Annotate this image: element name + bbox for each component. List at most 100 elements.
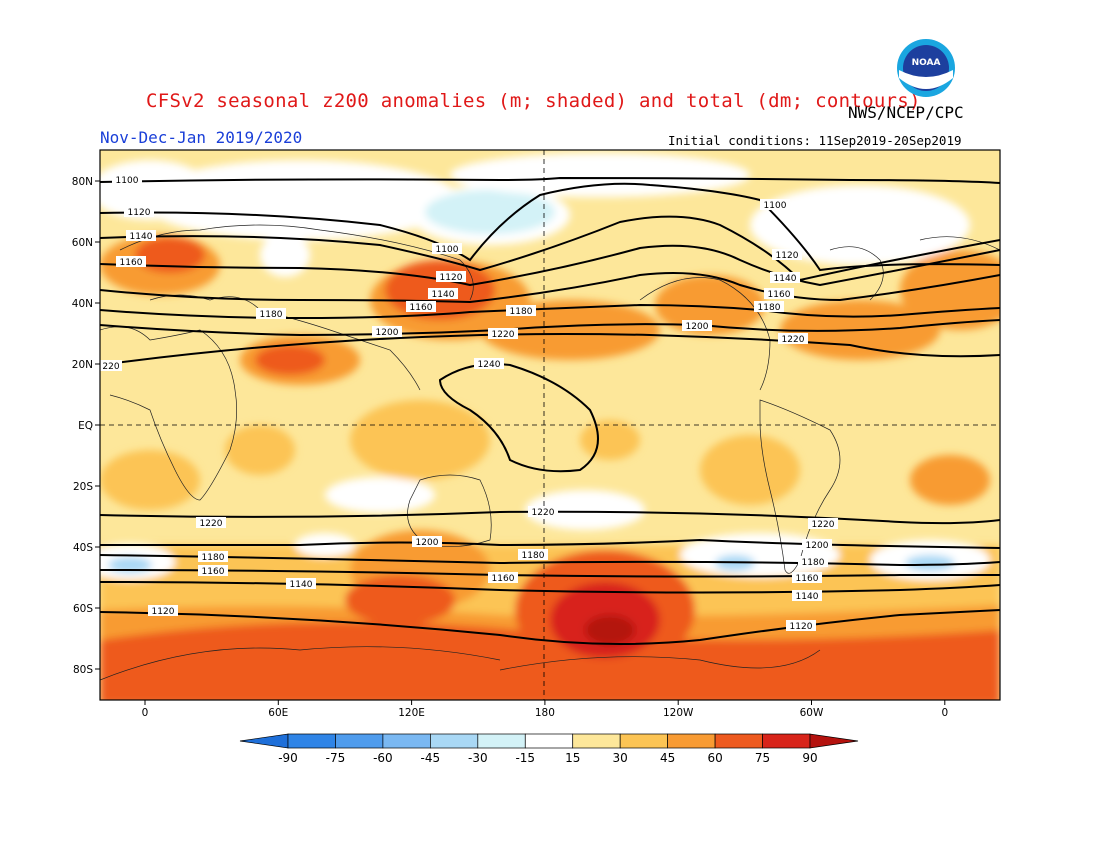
contour-label: 1120: [436, 271, 466, 283]
colorbar-segment: [619, 733, 668, 749]
lon-tick-label: 180: [535, 707, 555, 719]
colorbar-label: -75: [326, 751, 346, 765]
svg-text:1140: 1140: [432, 290, 455, 300]
svg-text:1160: 1160: [202, 567, 225, 577]
contour-label: 1220: [778, 333, 808, 345]
svg-text:1160: 1160: [410, 303, 433, 313]
contour-label: 1120: [786, 620, 816, 632]
lat-tick-label: 40S: [73, 542, 93, 554]
svg-text:1120: 1120: [152, 607, 175, 617]
contour-label: 1160: [764, 288, 794, 300]
colorbar-arrow-high: [809, 733, 859, 749]
colorbar-label: 30: [613, 751, 628, 765]
colorbar-segment: [382, 733, 431, 749]
svg-text:1140: 1140: [796, 592, 819, 602]
initial-conditions-label: Initial conditions: 11Sep2019-20Sep2019: [668, 133, 962, 148]
noaa-logo: NOAA: [897, 39, 955, 97]
colorbar-label: 60: [707, 751, 722, 765]
lon-tick-label: 60W: [800, 707, 824, 719]
svg-text:1160: 1160: [492, 574, 515, 584]
svg-text:1180: 1180: [758, 303, 781, 313]
svg-text:1200: 1200: [416, 538, 439, 548]
contour-label: 1200: [412, 536, 442, 548]
contour-label: 1140: [126, 230, 156, 242]
colorbar-label: 75: [755, 751, 770, 765]
lon-tick-label: 0: [941, 707, 948, 719]
agency-label: NWS/NCEP/CPC: [848, 103, 964, 122]
contour-labels: 1100 1100 1100 1120 1120 1120 1140 1140 …: [100, 174, 838, 632]
svg-text:1140: 1140: [130, 232, 153, 242]
svg-text:1180: 1180: [522, 551, 545, 561]
svg-text:1180: 1180: [510, 307, 533, 317]
colorbar-label: -90: [278, 751, 298, 765]
svg-text:1180: 1180: [260, 310, 283, 320]
svg-text:1100: 1100: [764, 201, 787, 211]
svg-text:1220: 1220: [532, 508, 555, 518]
contour-label: 1200: [372, 326, 402, 338]
contour-label: 1120: [124, 206, 154, 218]
contour-label: 1220: [196, 517, 226, 529]
contour-label: 1140: [770, 272, 800, 284]
contour-label: 1160: [406, 301, 436, 313]
contour-label: 1160: [792, 572, 822, 584]
contour-label: 1200: [802, 539, 832, 551]
lon-tick-label: 120E: [398, 707, 425, 719]
contour-label: 1140: [792, 590, 822, 602]
contour-label: 1180: [506, 305, 536, 317]
colorbar-segment: [524, 733, 574, 749]
colorbar-segment: [667, 733, 716, 749]
lat-tick-label: 80S: [73, 664, 93, 676]
svg-text:1220: 1220: [200, 519, 223, 529]
svg-text:1160: 1160: [796, 574, 819, 584]
contour-label: 1180: [518, 549, 548, 561]
svg-text:1160: 1160: [768, 290, 791, 300]
contour-label: 1140: [286, 578, 316, 590]
contour-label: 1180: [754, 301, 784, 313]
svg-text:1120: 1120: [128, 208, 151, 218]
lat-tick-label: 20N: [72, 359, 93, 371]
height-contours: [100, 176, 1000, 645]
contour-label: 1160: [488, 572, 518, 584]
contour-label: 1240: [474, 358, 504, 370]
svg-text:1200: 1200: [806, 541, 829, 551]
lat-tick-label: 80N: [72, 176, 93, 188]
svg-text:1160: 1160: [120, 258, 143, 268]
contour-label: 1100: [760, 199, 790, 211]
svg-text:1100: 1100: [116, 176, 139, 186]
colorbar-label: -45: [421, 751, 441, 765]
lat-tick-label: 20S: [73, 481, 93, 493]
colorbar-label: -30: [468, 751, 488, 765]
lat-tick-label: 60N: [72, 237, 93, 249]
contour-label: 1100: [432, 243, 462, 255]
colorbar-segment: [287, 733, 336, 749]
svg-text:1200: 1200: [686, 322, 709, 332]
contour-label: 1120: [148, 605, 178, 617]
svg-text:1200: 1200: [376, 328, 399, 338]
map-title: CFSv2 seasonal z200 anomalies (m; shaded…: [146, 90, 921, 112]
svg-text:1100: 1100: [436, 245, 459, 255]
lat-tick-label: 40N: [72, 298, 93, 310]
contour-label: 1180: [198, 551, 228, 563]
longitude-axis: 0 60E 120E 180 120W 60W 0: [142, 700, 948, 719]
colorbar-label: 90: [802, 751, 817, 765]
svg-text:1240: 1240: [478, 360, 501, 370]
svg-text:1180: 1180: [202, 553, 225, 563]
anomaly-shading: [100, 150, 1000, 700]
svg-text:1180: 1180: [802, 558, 825, 568]
colorbar-segment: [762, 733, 811, 749]
latitude-axis: 80N 60N 40N 20N EQ 20S 40S 60S 80S: [72, 176, 100, 676]
noaa-logo-text: NOAA: [912, 58, 941, 68]
colorbar-label: 45: [660, 751, 675, 765]
lon-tick-label: 0: [142, 707, 149, 719]
svg-text:1220: 1220: [812, 520, 835, 530]
contour-label: 1100: [112, 174, 142, 186]
colorbar-label: -15: [515, 751, 535, 765]
lon-tick-label: 120W: [663, 707, 694, 719]
svg-text:1120: 1120: [776, 251, 799, 261]
lat-tick-label: 60S: [73, 603, 93, 615]
contour-label: 1160: [116, 256, 146, 268]
colorbar-arrow-low: [239, 733, 289, 749]
contour-label: 1120: [772, 249, 802, 261]
colorbar-segment: [477, 733, 526, 749]
